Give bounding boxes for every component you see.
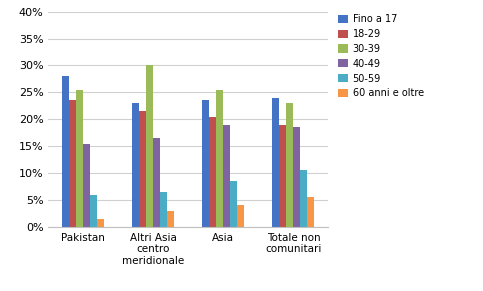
Bar [132, 103, 139, 227]
Bar [300, 171, 308, 227]
Bar [154, 138, 160, 227]
Bar [286, 103, 294, 227]
Bar [216, 90, 223, 227]
Bar [307, 197, 314, 227]
Bar [202, 100, 210, 227]
Bar [146, 65, 154, 227]
Bar [167, 211, 174, 227]
Bar [70, 100, 76, 227]
Bar [160, 192, 168, 227]
Bar [272, 98, 280, 227]
Bar [98, 219, 104, 227]
Bar [90, 195, 98, 227]
Bar [279, 125, 286, 227]
Bar [230, 181, 238, 227]
Bar [210, 117, 216, 227]
Legend: Fino a 17, 18-29, 30-39, 40-49, 50-59, 60 anni e oltre: Fino a 17, 18-29, 30-39, 40-49, 50-59, 6… [336, 12, 426, 100]
Bar [62, 76, 70, 227]
Bar [84, 143, 90, 227]
Bar [238, 205, 244, 227]
Bar [294, 127, 300, 227]
Bar [223, 125, 230, 227]
Bar [76, 90, 84, 227]
Bar [139, 111, 146, 227]
